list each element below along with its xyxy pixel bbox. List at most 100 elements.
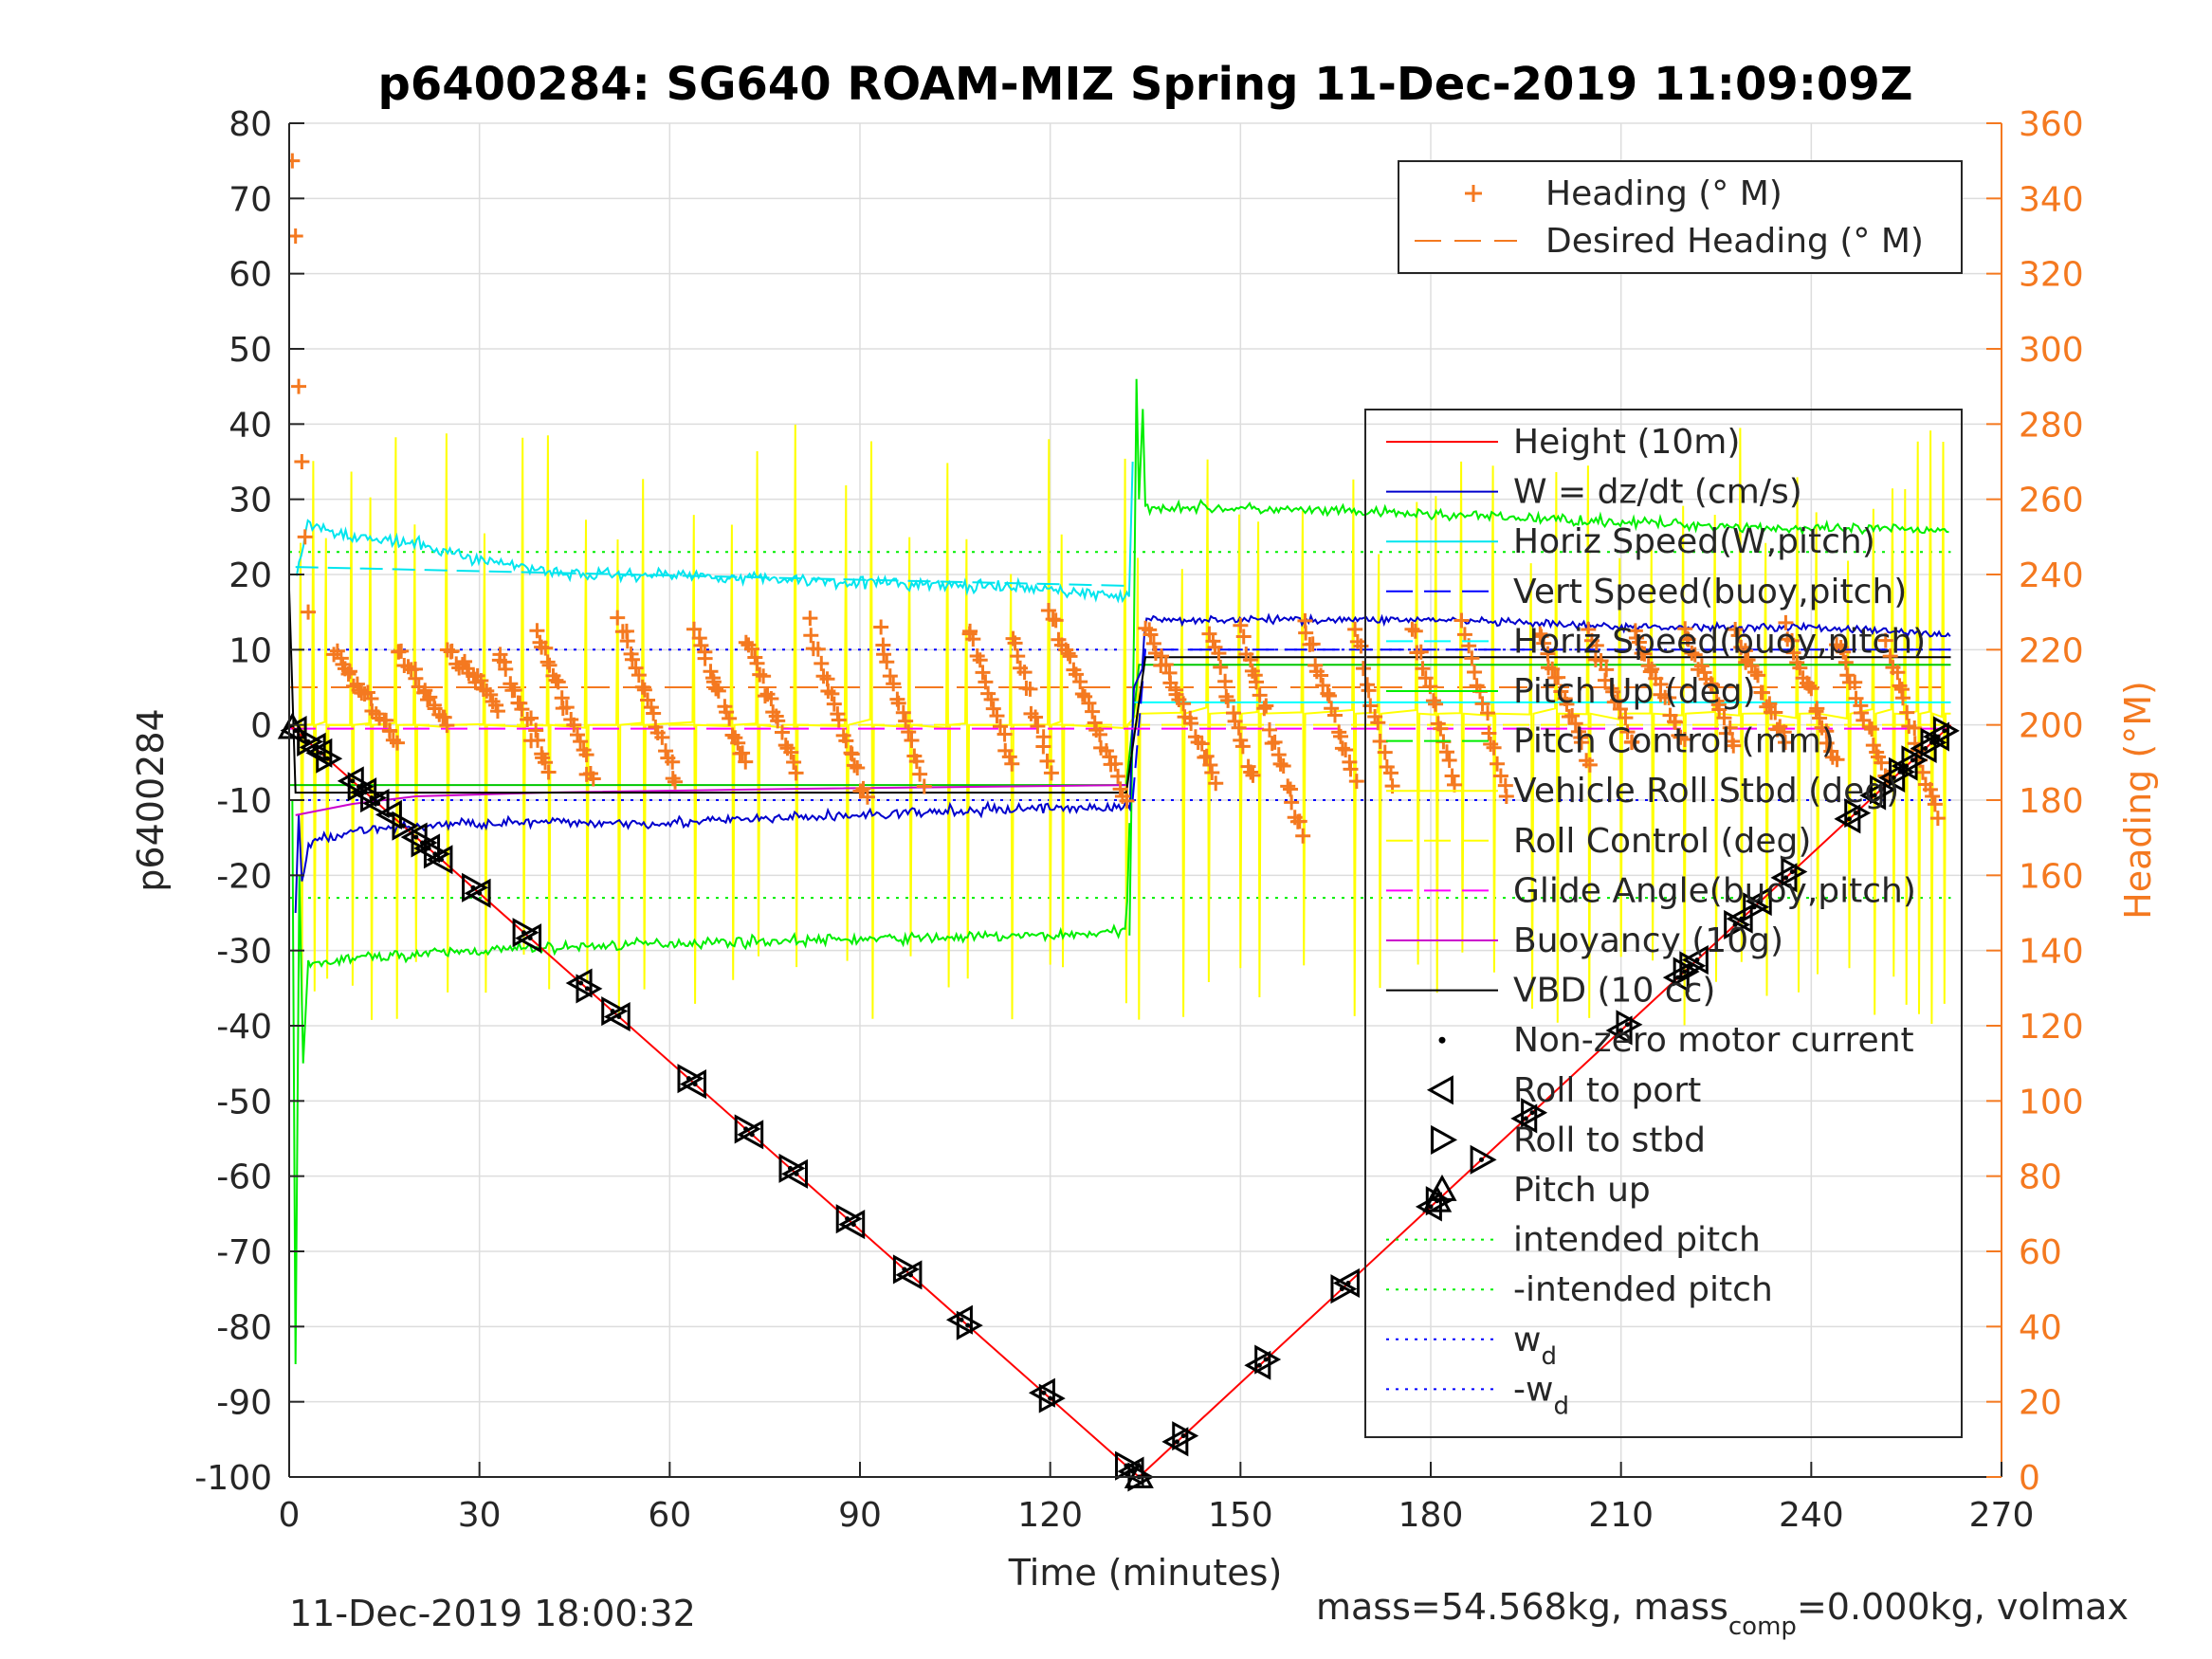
heading-point [710,683,726,699]
heading-point [1343,761,1359,777]
heading-point [1684,645,1700,661]
marker-motor-current [413,834,419,840]
y-right-tick-label: 40 [2019,1308,2062,1347]
heading-point [1298,625,1314,641]
y-right-tick-label: 340 [2019,180,2084,219]
heading-point [1680,631,1696,647]
heading-point [1267,734,1283,750]
x-tick-label: 150 [1208,1496,1273,1535]
heading-point [824,685,840,702]
heading-point [1597,672,1613,688]
marker-motor-current [1935,734,1941,739]
heading-point [724,727,740,743]
heading-point [1372,733,1388,749]
heading-point [1035,738,1051,755]
marker-motor-current [1048,1395,1053,1401]
legend-label: Vehicle Roll Stbd (deg) [1513,772,1899,811]
marker-roll-to-stbd [1870,775,1896,805]
heading-point [1545,661,1561,677]
marker-roll-to-port [1726,903,1753,934]
heading-point [1839,667,1856,684]
legend-sample-marker [1431,1124,1458,1155]
heading-point [996,726,1013,742]
heading-point [439,718,455,734]
marker-motor-current [1428,1204,1434,1210]
heading-point [1072,674,1088,690]
heading-point [965,631,981,647]
y-left-tick-label: -100 [194,1459,272,1498]
heading-point [1252,687,1268,703]
marker-roll-to-stbd [1920,727,1947,757]
y-right-tick-label: 260 [2019,482,2084,520]
x-tick-label: 0 [279,1496,301,1535]
heading-point [1370,715,1386,731]
heading-point [341,664,357,680]
heading-point [1661,689,1677,705]
heading-point [566,717,582,733]
heading-point [506,682,522,698]
heading-point [489,703,505,720]
marker-roll-to-stbd [512,918,539,948]
marker-roll-to-stbd [1932,716,1960,746]
y-left-tick-label: -90 [216,1384,272,1423]
heading-point [826,696,842,712]
heading-point [1624,734,1640,750]
series-horiz-speed-w-dash [295,566,1126,587]
marker-roll-to-stbd [677,1064,704,1094]
heading-point [665,754,681,770]
marker-motor-current [527,936,533,941]
y-left-tick-label: 0 [250,707,272,746]
marker-roll-to-stbd [347,772,375,802]
heading-point [1001,749,1017,765]
marker-pitch-up [277,712,307,739]
legend-labels: Height (10m) W = dz/dt (cm/s) Horiz Speed(… [1513,423,1926,1420]
heading-point [1490,756,1506,772]
marker-motor-current [400,823,406,829]
y-right-tick-label: 140 [2019,933,2084,972]
marker-roll-to-stbd [423,839,450,869]
heading-point [1894,690,1910,706]
heading-point [1899,704,1915,720]
y-right-tick-label: 200 [2019,707,2084,746]
marker-roll-to-stbd [1115,1450,1143,1481]
heading-point [457,653,473,669]
marker-roll-to-stbd [1330,1274,1358,1304]
legend-label: Pitch Up (deg) [1513,672,1756,711]
axis-ticks: 0 30 60 90 120 150 180 210 240 270 80 70 60 50 40 30 20 1… [194,105,2083,1535]
heading-point [1581,622,1597,638]
heading-point [1483,736,1499,752]
heading-point [1890,665,1906,681]
heading-point [585,771,601,787]
heading-point [1486,739,1502,756]
heading-point [1243,764,1259,780]
heading-point [1404,621,1420,637]
heading-point [722,710,738,726]
heading-point [1564,708,1581,724]
x-tick-label: 90 [838,1496,882,1535]
heading-point [901,724,917,740]
marker-roll-to-stbd [1724,909,1751,939]
marker-roll-to-stbd [360,783,388,813]
heading-point [578,747,594,763]
heading-point [1433,720,1449,737]
heading-point [1233,617,1249,633]
heading-point [730,735,746,751]
heading-point [393,643,410,659]
heading-point [1091,726,1107,742]
marker-motor-current [1180,1433,1186,1439]
heading-point [1812,710,1828,726]
marker-roll-to-stbd [734,1114,761,1144]
heading-point [1907,720,1923,737]
heading-point [1603,681,1619,697]
heading-point [1407,623,1423,639]
heading-point [1612,702,1628,718]
heading-point [989,708,1005,724]
marker-pitch-up [1124,1461,1154,1488]
y-left-tick-label: 70 [229,180,272,219]
legend-heading-marker [1465,185,1482,202]
heading-point [1762,696,1778,712]
heading-point [985,701,1001,717]
heading-point [1777,735,1793,751]
y-axis-label-left: p6400284 [130,708,172,891]
marker-roll-to-stbd [1521,1098,1548,1128]
